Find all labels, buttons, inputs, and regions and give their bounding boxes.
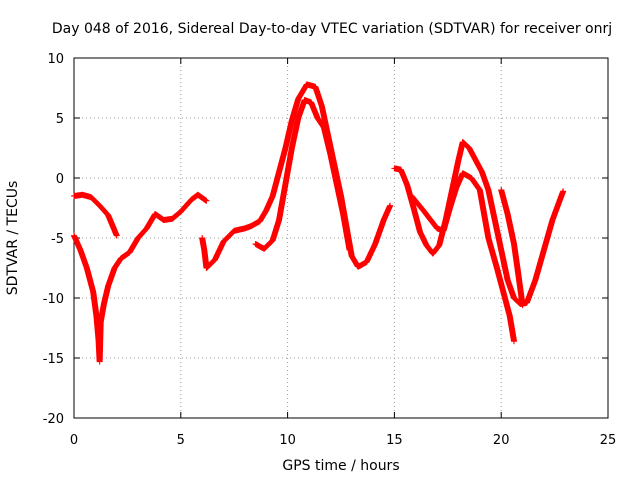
data-series [71, 81, 567, 365]
x-tick-label: 5 [177, 433, 185, 448]
x-tick-label: 25 [600, 433, 617, 448]
series-track [252, 97, 353, 253]
series-track [199, 223, 255, 271]
series-track [391, 139, 567, 307]
series-track [498, 187, 526, 309]
y-tick-label: 5 [56, 112, 64, 127]
series-markers [391, 139, 567, 307]
series-track [71, 191, 210, 365]
y-tick-label: -20 [43, 412, 64, 427]
x-tick-label: 10 [279, 433, 296, 448]
x-tick-label: 0 [70, 433, 78, 448]
series-track [71, 191, 120, 239]
y-axis-label: SDTVAR / TECUs [5, 181, 21, 296]
y-tick-label: -10 [43, 292, 64, 307]
series-markers [252, 97, 353, 253]
x-tick-label: 20 [493, 433, 510, 448]
y-tick-label: -15 [43, 352, 64, 367]
series-markers [408, 170, 518, 345]
axis-ticks: 0 5 10 15 20 25 -20 -15 -10 -5 0 5 10 [43, 52, 617, 448]
y-tick-label: 10 [47, 52, 64, 67]
chart-title: Day 048 of 2016, Sidereal Day-to-day VTE… [52, 21, 612, 37]
gridlines [74, 58, 608, 418]
y-tick-label: -5 [51, 232, 64, 247]
series-track [408, 170, 518, 345]
series-markers [71, 191, 210, 365]
series-markers [199, 223, 255, 271]
series-markers [498, 187, 526, 309]
series-markers [71, 191, 120, 239]
y-tick-label: 0 [56, 172, 64, 187]
x-axis-label: GPS time / hours [282, 458, 399, 474]
x-tick-label: 15 [386, 433, 403, 448]
